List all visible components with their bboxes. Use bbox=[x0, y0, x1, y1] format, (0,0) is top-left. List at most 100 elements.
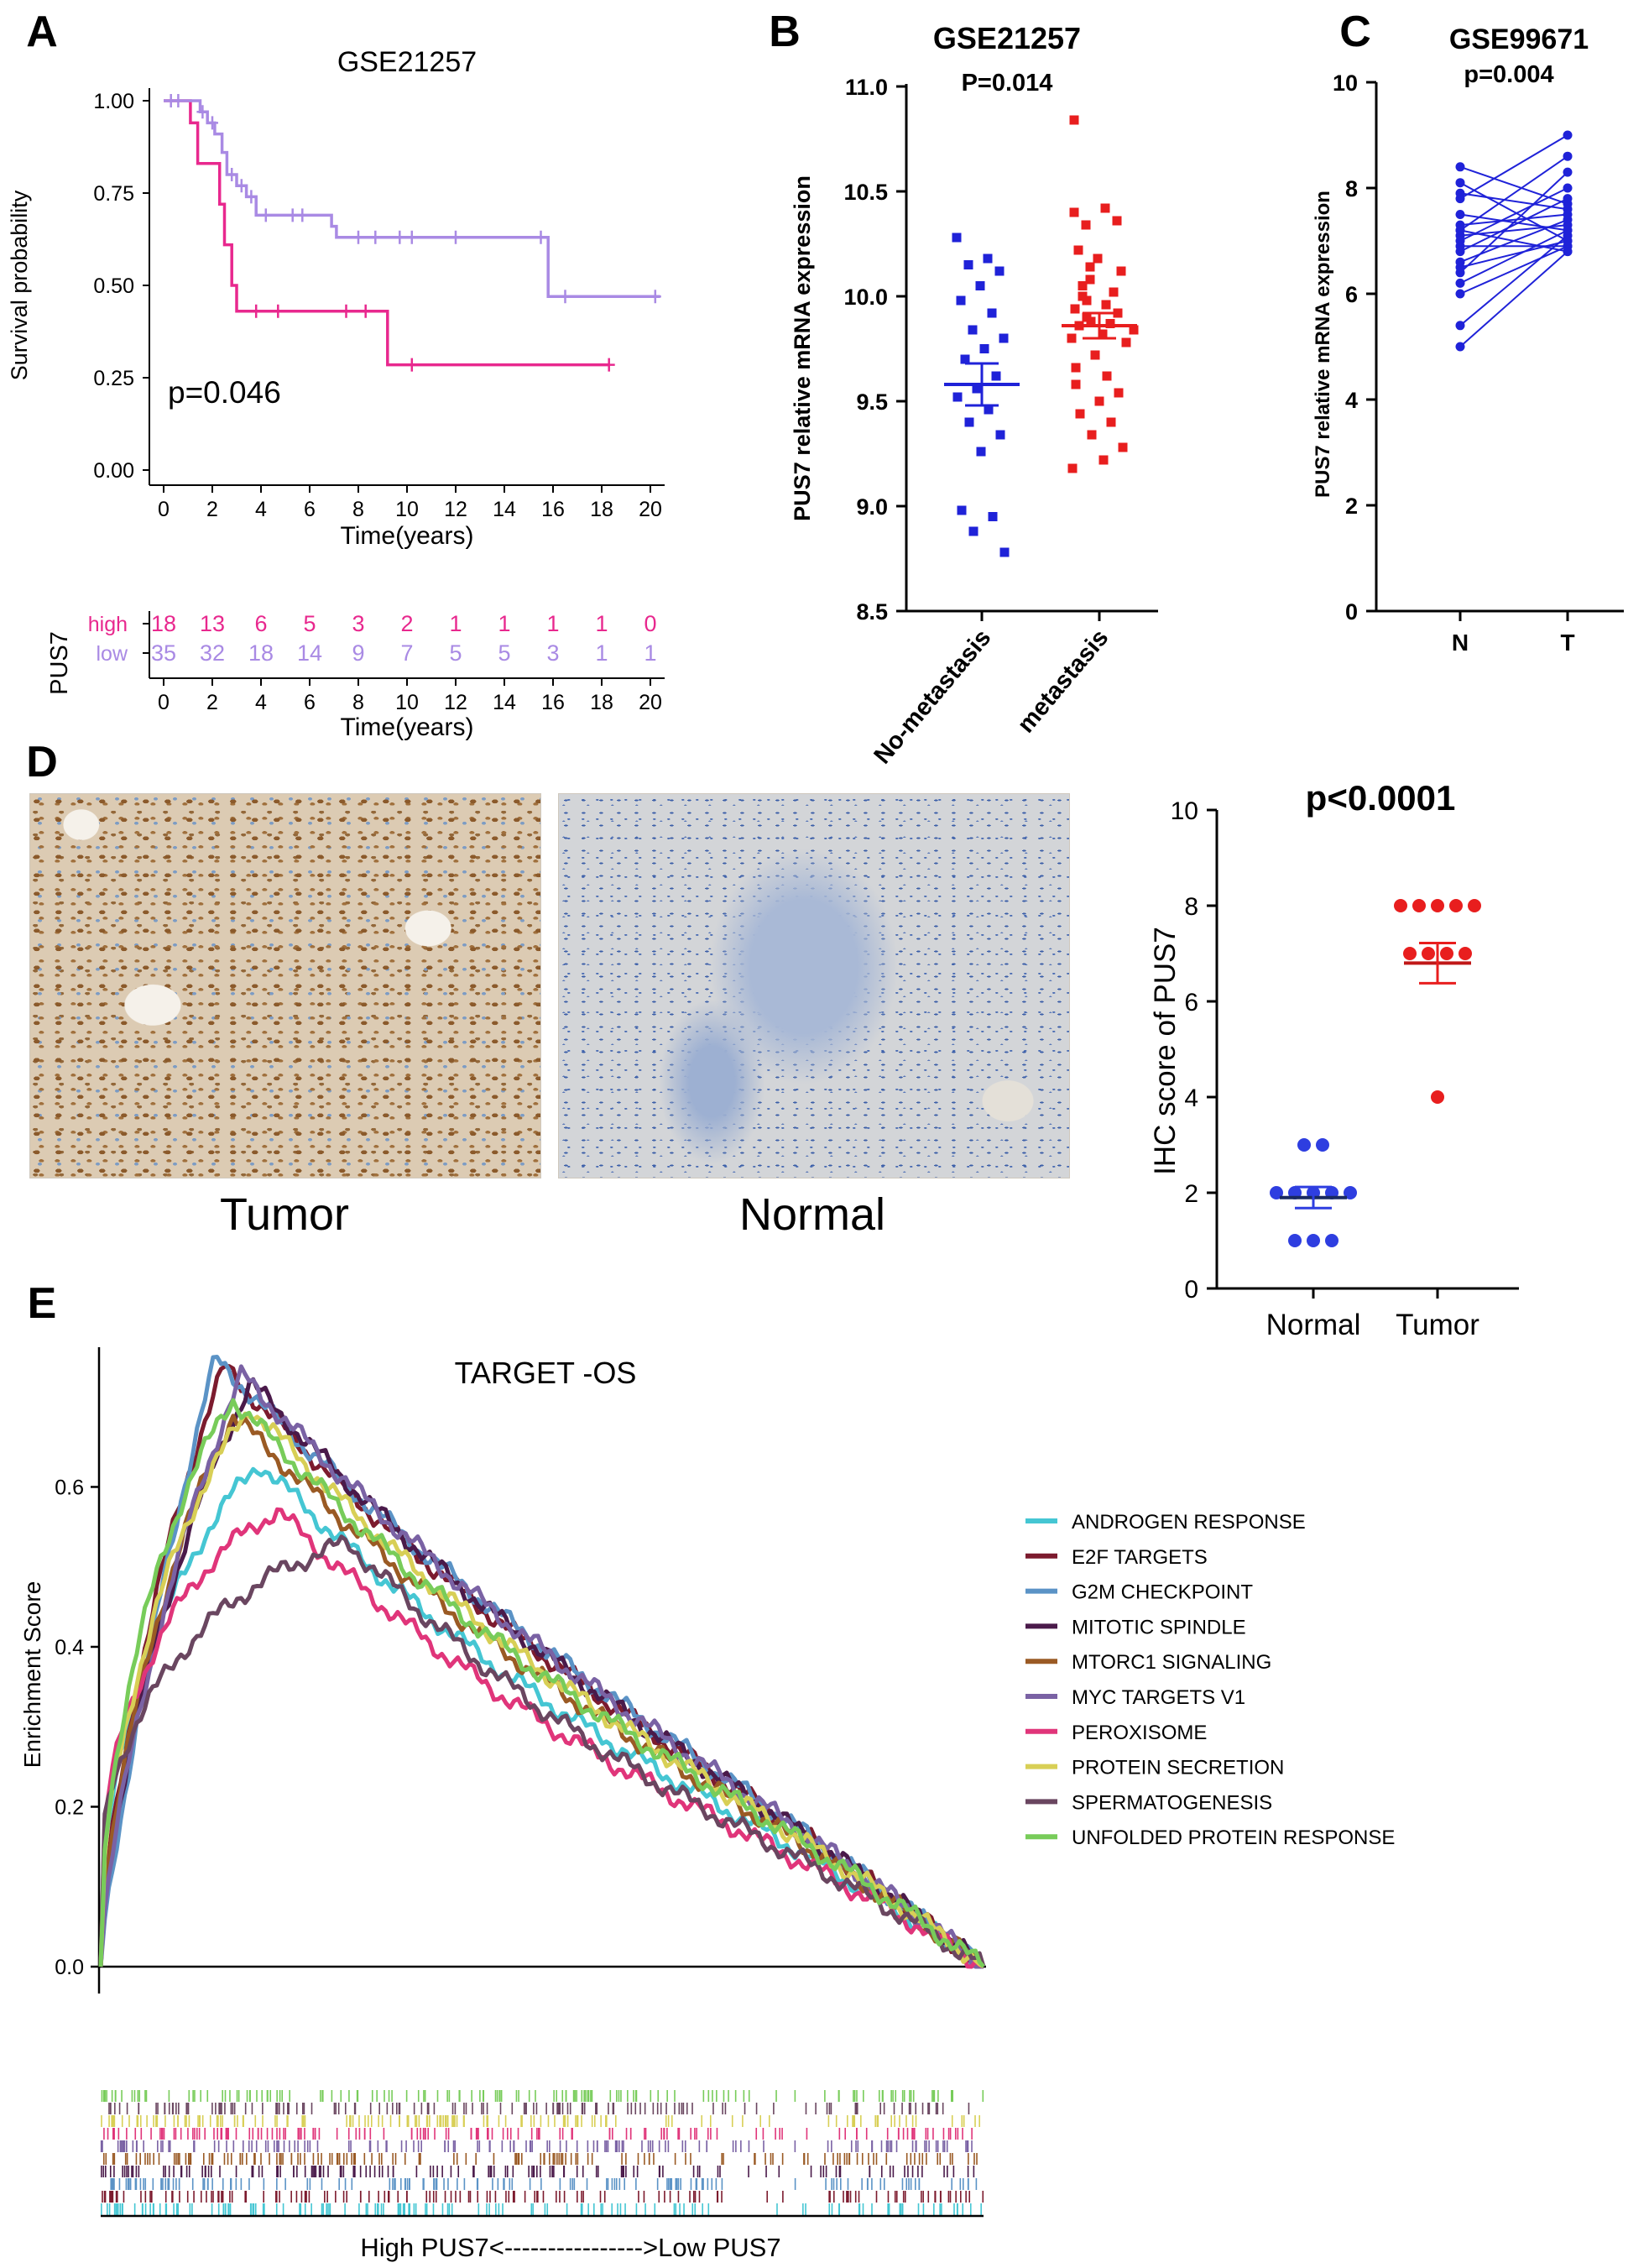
C-y-tick-label: 0 bbox=[1345, 599, 1358, 624]
risk-x-tick-label: 6 bbox=[304, 691, 316, 714]
B-point bbox=[976, 447, 986, 457]
B-point bbox=[1114, 388, 1124, 398]
km-x-tick-label: 20 bbox=[639, 498, 662, 521]
C-point-N bbox=[1455, 220, 1465, 230]
risk-count: 35 bbox=[151, 640, 176, 666]
B-x-tick-label: No-metastasis bbox=[869, 624, 996, 769]
km-censor-low bbox=[394, 230, 406, 244]
B-point bbox=[1085, 274, 1095, 285]
km-censor-low bbox=[352, 230, 364, 244]
E-barcode-row bbox=[101, 2090, 984, 2102]
C-pair-line bbox=[1459, 192, 1568, 211]
risk-count: 3 bbox=[352, 611, 364, 636]
risk-x-label: Time(years) bbox=[341, 713, 474, 741]
ihc-D: Tumor Normal p<0.0001 0 2 4 6 8 10 IHC score of P… bbox=[220, 778, 1519, 1341]
B-point bbox=[1078, 281, 1088, 290]
C-point-T bbox=[1563, 130, 1573, 140]
km-x-tick-label: 14 bbox=[493, 498, 516, 521]
C-point-N bbox=[1455, 321, 1465, 331]
E-barcode-row bbox=[101, 2203, 982, 2215]
risk-count: 1 bbox=[595, 640, 608, 666]
E-barcode-frame bbox=[101, 2088, 984, 2218]
km-censor-low bbox=[450, 230, 462, 244]
B-point bbox=[979, 344, 989, 353]
paired-C: GSE99671 p=0.004 0 2 4 6 8 10 PUS7 relative mRNA… bbox=[1312, 24, 1624, 656]
C-pair-line bbox=[1459, 155, 1568, 232]
B-point bbox=[968, 526, 978, 536]
D-y-tick-label: 0 bbox=[1184, 1276, 1198, 1304]
D-point bbox=[1422, 947, 1435, 960]
km-title: GSE21257 bbox=[337, 46, 477, 78]
E-curve bbox=[98, 1398, 985, 1968]
D-point bbox=[1431, 899, 1444, 912]
C-point-N bbox=[1455, 188, 1465, 198]
panel-letter-B: B bbox=[769, 8, 801, 56]
E-legend-label: MYC TARGETS V1 bbox=[1072, 1686, 1245, 1709]
km-censor-low bbox=[405, 230, 418, 244]
km-x-tick-label: 10 bbox=[395, 498, 419, 521]
B-point bbox=[987, 308, 997, 318]
normal-ihc-image bbox=[558, 793, 1070, 1178]
B-y-tick-label: 10.5 bbox=[843, 180, 888, 205]
risk-table-label: PUS7 bbox=[46, 631, 73, 695]
E-legend-label: ANDROGEN RESPONSE bbox=[1072, 1511, 1306, 1534]
B-point bbox=[1071, 363, 1081, 373]
risk-count: 1 bbox=[595, 611, 608, 636]
E-barcode-row bbox=[101, 2166, 975, 2177]
E-barcode-row bbox=[100, 2140, 973, 2152]
risk-count: 5 bbox=[449, 640, 462, 666]
C-point-N bbox=[1455, 278, 1465, 288]
risk-count: 2 bbox=[400, 611, 413, 636]
E-curve bbox=[98, 1364, 984, 1969]
km-censor-low bbox=[559, 290, 571, 304]
B-point bbox=[1102, 371, 1112, 381]
C-point-N bbox=[1455, 257, 1465, 267]
km-censor-high bbox=[250, 304, 263, 318]
B-point bbox=[1075, 409, 1085, 419]
C-x-tick-label: T bbox=[1560, 630, 1574, 656]
risk-count: 1 bbox=[498, 611, 510, 636]
B-x-tick-label: metastasis bbox=[1012, 624, 1114, 738]
B-point bbox=[1067, 333, 1077, 343]
risk-count: 32 bbox=[200, 640, 225, 666]
E-curve bbox=[98, 1466, 986, 1969]
normal-image-caption: Normal bbox=[739, 1189, 885, 1240]
E-y-label: Enrichment Score bbox=[19, 1581, 45, 1769]
km-censor-high bbox=[359, 304, 372, 318]
B-point bbox=[1118, 442, 1128, 452]
risk-count: 7 bbox=[400, 640, 413, 666]
E-x-label: High PUS7<---------------->Low PUS7 bbox=[360, 2233, 780, 2262]
D-point bbox=[1468, 899, 1481, 912]
panel-letter-E: E bbox=[28, 1279, 57, 1328]
E-barcode-row bbox=[110, 2178, 978, 2190]
B-point bbox=[968, 325, 978, 335]
km-curve-low bbox=[164, 99, 660, 298]
km-censor-low bbox=[196, 105, 209, 119]
D-y-tick-label: 10 bbox=[1171, 797, 1198, 825]
D-y-tick-label: 8 bbox=[1184, 893, 1198, 921]
risk-x-tick-label: 12 bbox=[444, 691, 467, 714]
km-x-tick-label: 12 bbox=[444, 498, 467, 521]
C-point-T bbox=[1563, 183, 1573, 193]
km-pvalue: p=0.046 bbox=[168, 375, 281, 410]
B-point bbox=[952, 392, 963, 402]
C-pair-line bbox=[1459, 181, 1568, 242]
km-y-tick-label: 0.25 bbox=[93, 367, 134, 390]
risk-count: 9 bbox=[352, 640, 364, 666]
B-y-tick-label: 10.0 bbox=[843, 285, 888, 310]
E-legend-label: SPERMATOGENESIS bbox=[1072, 1791, 1272, 1814]
D-point bbox=[1297, 1138, 1311, 1152]
C-pair-line bbox=[1459, 229, 1568, 285]
C-pair-line bbox=[1459, 134, 1568, 200]
C-pvalue: p=0.004 bbox=[1464, 61, 1553, 88]
C-point-T bbox=[1563, 167, 1573, 177]
B-point bbox=[995, 430, 1005, 440]
risk-count: 3 bbox=[546, 640, 559, 666]
C-pair-line bbox=[1459, 250, 1568, 348]
B-point bbox=[952, 233, 962, 243]
B-point bbox=[972, 384, 982, 394]
E-y-tick-label: 0.0 bbox=[55, 1956, 84, 1979]
risk-x-tick-label: 18 bbox=[590, 691, 613, 714]
risk-x-tick-label: 16 bbox=[541, 691, 565, 714]
B-point bbox=[964, 417, 974, 427]
